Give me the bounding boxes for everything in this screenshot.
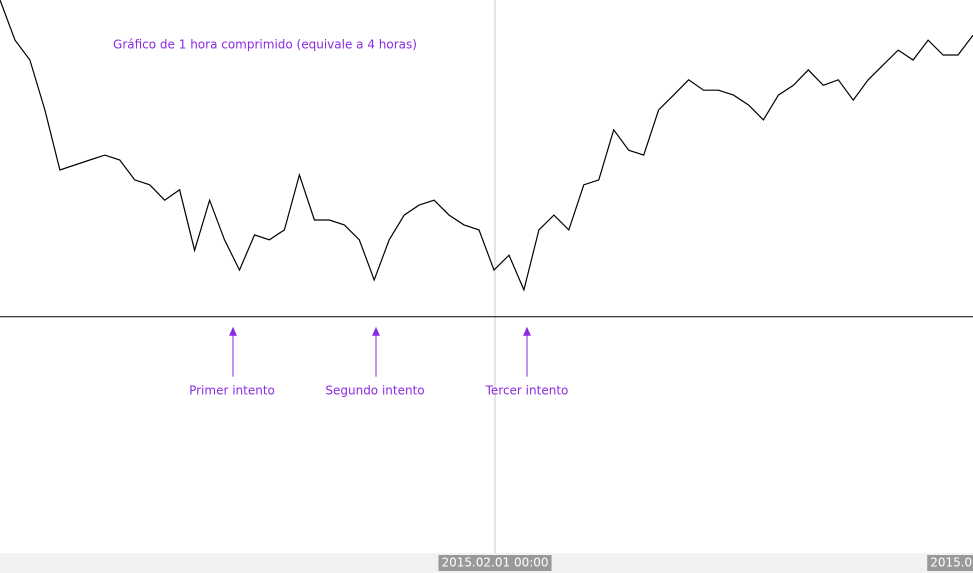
annotation: Segundo intento [325,383,424,397]
x-tick-label: 2015.02.01 00:00 [441,556,548,570]
annotation: Tercer intento [485,383,569,397]
chart-title: Gráfico de 1 hora comprimido (equivale a… [113,38,417,52]
arrow-head [372,326,380,336]
x-label-bg [438,555,552,571]
arrow-head [523,326,531,336]
price-line [0,0,973,292]
x-label-bg [927,555,973,571]
x-tick-label: 2015.03 [930,556,973,570]
arrow-head [229,326,237,336]
annotation: Primer intento [189,383,275,397]
